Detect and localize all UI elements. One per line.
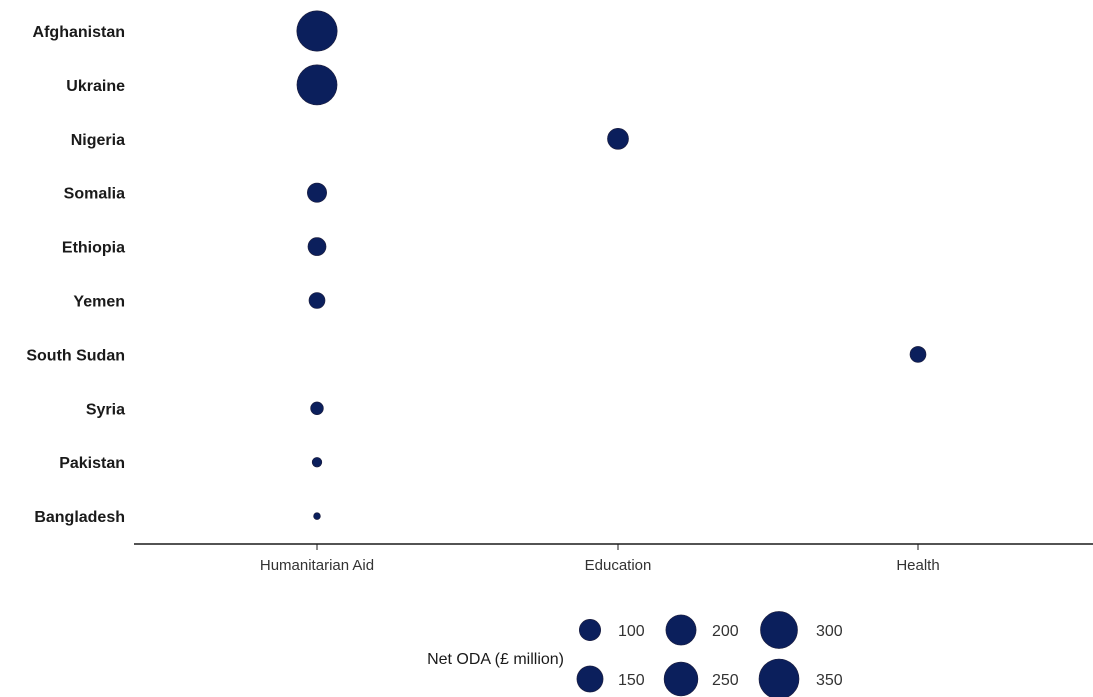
y-tick-label-yemen: Yemen <box>73 294 125 311</box>
point-somalia <box>307 182 327 203</box>
point-bangladesh <box>313 512 321 520</box>
legend-title: Net ODA (£ million) <box>427 651 564 668</box>
point-ethiopia <box>307 237 327 256</box>
y-tick-label-somalia: Somalia <box>64 186 125 203</box>
legend-key-label-350: 350 <box>816 672 843 689</box>
size-legend: Net ODA (£ million) 100 200 300 150 250 350 <box>427 611 843 697</box>
legend-keys: 100 200 300 150 250 350 <box>576 611 843 697</box>
point-south-sudan <box>909 346 927 363</box>
y-tick-label-syria: Syria <box>86 401 125 418</box>
point-pakistan <box>311 457 323 468</box>
legend-key-label-300: 300 <box>816 623 843 640</box>
point-nigeria <box>607 127 629 150</box>
x-tick-label-education: Education <box>585 557 652 574</box>
legend-key-300 <box>760 611 798 649</box>
legend-key-350 <box>758 658 800 697</box>
point-ukraine <box>296 64 338 106</box>
y-axis-labels: Afghanistan Ukraine Nigeria Somalia Ethiopia… <box>26 24 125 526</box>
y-tick-label-ethiopia: Ethiopia <box>62 240 125 257</box>
y-tick-label-south-sudan: South Sudan <box>26 347 125 364</box>
legend-key-label-100: 100 <box>618 623 645 640</box>
point-syria <box>310 401 324 415</box>
data-points <box>296 10 927 520</box>
legend-key-150 <box>576 665 604 693</box>
x-tick-label-humanitarian-aid: Humanitarian Aid <box>260 557 374 574</box>
x-tick-label-health: Health <box>896 557 939 574</box>
point-yemen <box>308 292 326 309</box>
legend-key-200 <box>665 614 697 646</box>
legend-key-label-150: 150 <box>618 672 645 689</box>
legend-key-label-200: 200 <box>712 623 739 640</box>
y-tick-label-bangladesh: Bangladesh <box>34 509 125 526</box>
x-axis-ticks: Humanitarian Aid Education Health <box>260 544 940 574</box>
legend-key-label-250: 250 <box>712 672 739 689</box>
legend-key-250 <box>663 661 699 697</box>
point-afghanistan <box>296 10 338 52</box>
y-tick-label-pakistan: Pakistan <box>59 455 125 472</box>
y-tick-label-ukraine: Ukraine <box>66 78 125 95</box>
y-tick-label-afghanistan: Afghanistan <box>33 24 125 41</box>
y-tick-label-nigeria: Nigeria <box>71 132 125 149</box>
legend-key-100 <box>579 619 601 641</box>
